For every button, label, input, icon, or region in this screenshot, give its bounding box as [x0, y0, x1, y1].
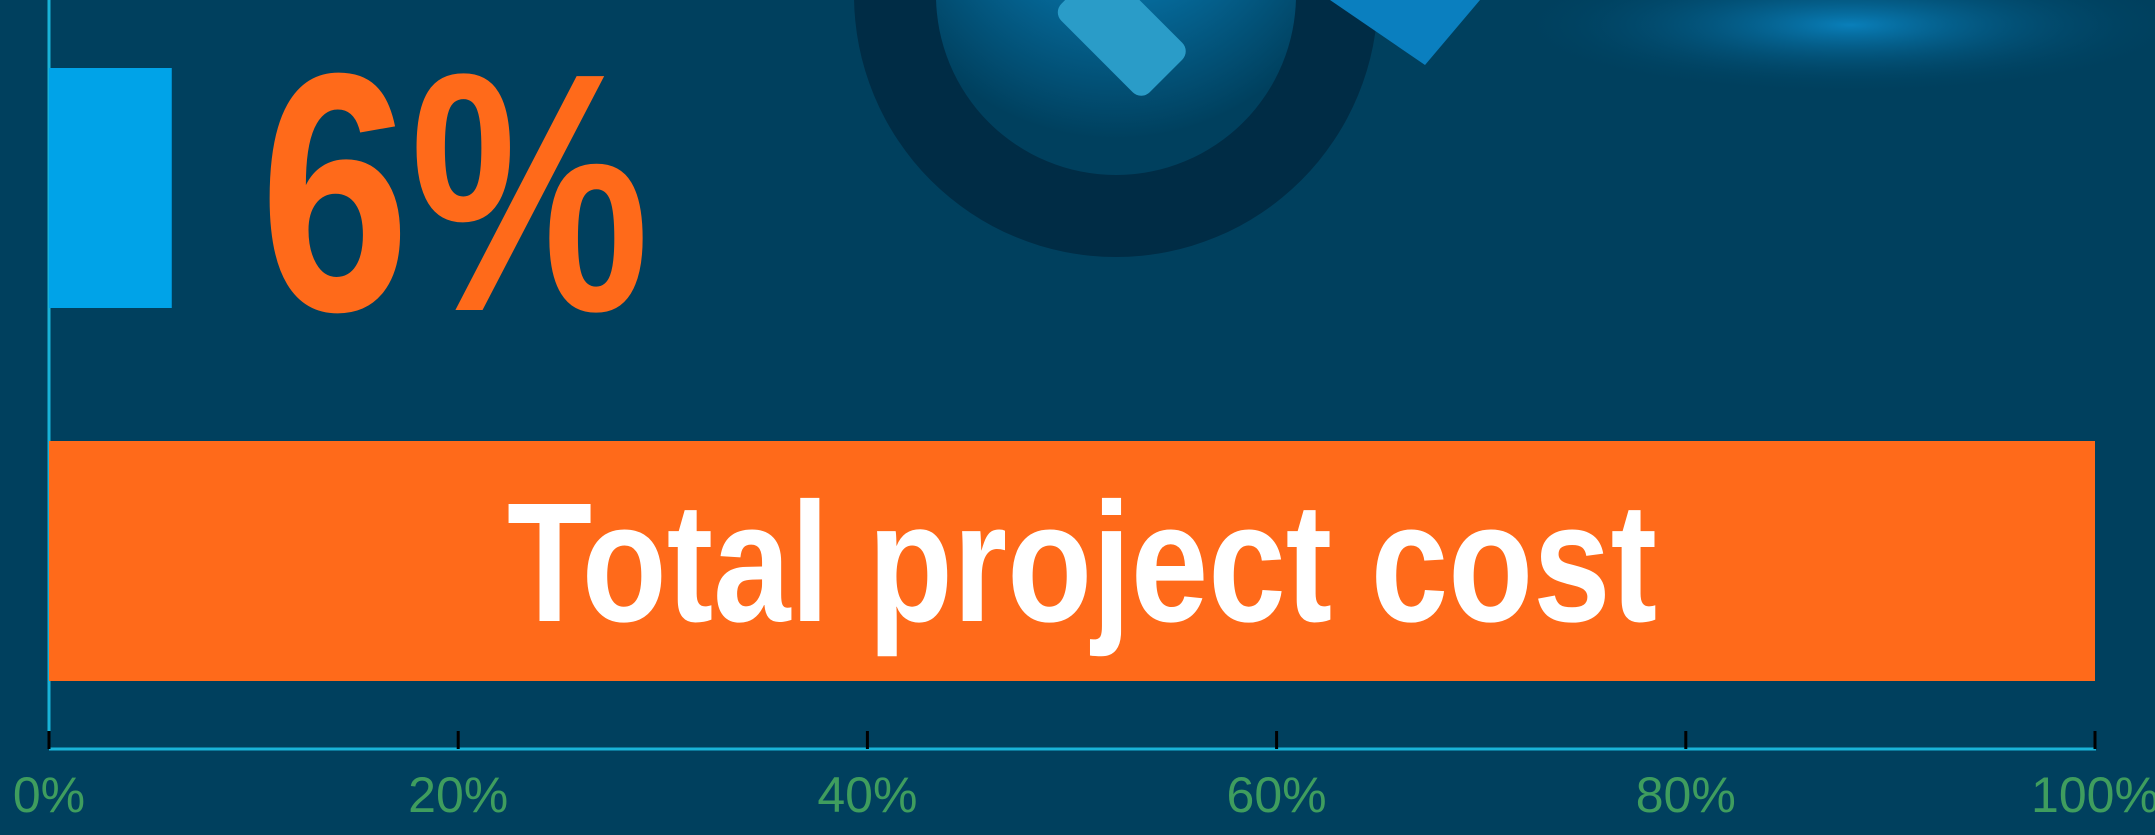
x-tick-label: 60% [1227, 767, 1327, 823]
x-tick-label: 40% [817, 767, 917, 823]
x-tick-label: 0% [13, 767, 85, 823]
x-tick-label: 100% [2031, 767, 2155, 823]
bar [49, 441, 2095, 681]
category-label: Total project cost [507, 468, 1657, 658]
decoration [854, 0, 2155, 257]
x-tick-label: 80% [1636, 767, 1736, 823]
bar [49, 68, 172, 308]
x-tick-label: 20% [408, 767, 508, 823]
value-label: 6% [260, 3, 650, 383]
